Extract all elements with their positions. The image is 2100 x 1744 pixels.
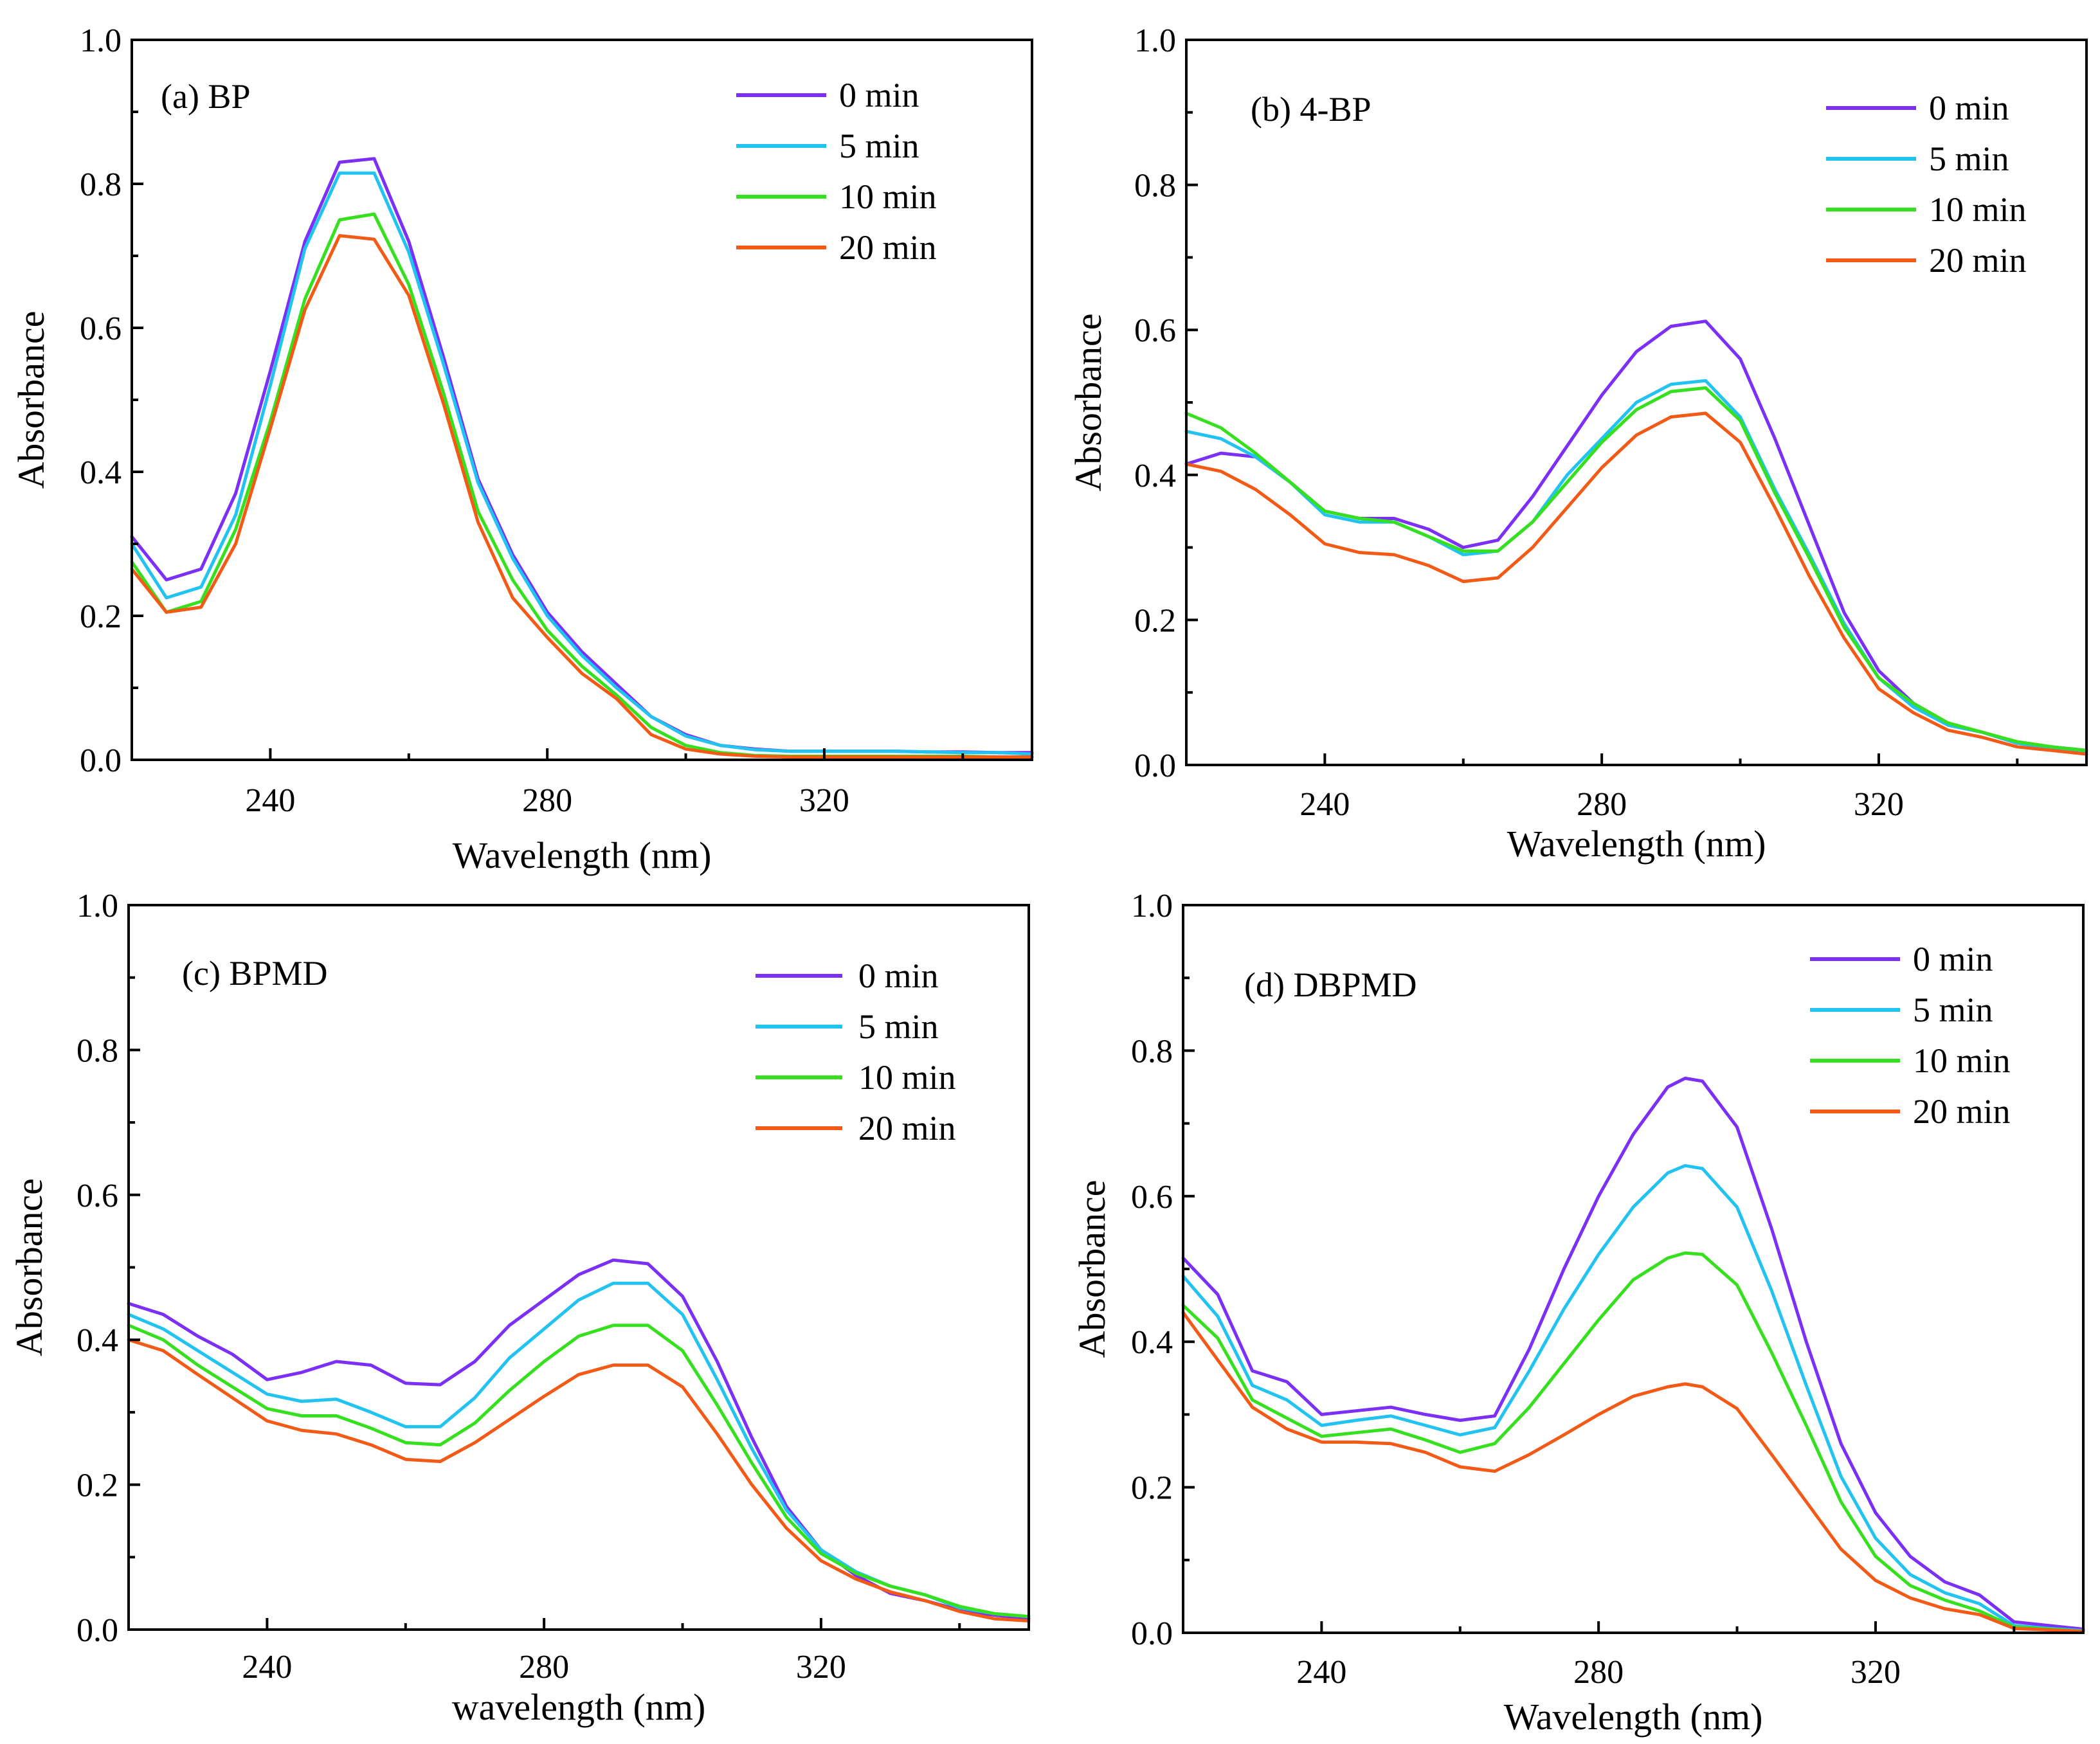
x-tick-label: 320 [1851, 1654, 1901, 1691]
y-tick-label: 0.6 [77, 1178, 118, 1214]
panel-title: (c) BPMD [182, 954, 328, 993]
x-axis-title: Wavelength (nm) [1507, 823, 1766, 865]
legend: 0 min 5 min 10 min 20 min [1810, 940, 2011, 1131]
legend-label: 5 min [839, 127, 919, 165]
legend-label: 0 min [1913, 940, 1993, 978]
legend: 0 min 5 min 10 min 20 min [736, 76, 937, 267]
series-line-0-min [1184, 319, 2088, 752]
y-tick-label: 0.6 [80, 310, 122, 347]
legend-label: 5 min [1913, 991, 1993, 1029]
legend-label: 20 min [858, 1109, 956, 1147]
y-axis-title: Absorbance [8, 1178, 50, 1356]
y-tick-label: 0.0 [1134, 748, 1176, 784]
x-tick-label: 320 [796, 1649, 846, 1686]
y-tick-label: 1.0 [1131, 888, 1173, 924]
legend-label: 0 min [858, 957, 939, 995]
y-tick-label: 0.2 [80, 598, 122, 635]
panel-title: (d) DBPMD [1244, 966, 1417, 1004]
panel-title: (a) BP [161, 77, 250, 116]
y-tick-label: 1.0 [77, 888, 118, 924]
chart-panel-2: 0.0 0.2 0.4 0.6 0.8 1.0 240 280 320 Wavelength (n… [1067, 22, 2088, 865]
series-line-10-min [130, 212, 1034, 759]
legend: 0 min 5 min 10 min 20 min [756, 957, 956, 1147]
x-tick-label: 320 [799, 782, 849, 819]
x-tick-label: 280 [1577, 786, 1627, 823]
series-line-20-min [1181, 1311, 2085, 1633]
legend-label: 10 min [858, 1058, 956, 1097]
legend-label: 10 min [839, 177, 937, 216]
y-tick-label: 0.8 [1134, 168, 1176, 204]
y-tick-label: 0.2 [77, 1468, 118, 1504]
x-tick-label: 280 [522, 782, 572, 819]
y-tick-label: 0.0 [77, 1612, 118, 1649]
y-tick-label: 0.8 [1131, 1033, 1173, 1070]
legend-label: 5 min [858, 1007, 939, 1046]
legend-label: 20 min [1913, 1092, 2011, 1131]
x-tick-label: 280 [1573, 1654, 1624, 1691]
x-tick-label: 320 [1854, 786, 1904, 823]
x-axis-title: Wavelength (nm) [453, 834, 712, 876]
legend-label: 20 min [1929, 241, 2027, 280]
legend-label: 20 min [839, 228, 937, 267]
x-axis-title: Wavelength (nm) [1504, 1696, 1763, 1738]
x-tick-label: 280 [519, 1649, 569, 1686]
series-line-5-min [1181, 1164, 2085, 1633]
y-tick-label: 0.4 [80, 454, 122, 491]
series-line-5-min [1184, 379, 2088, 754]
y-tick-label: 0.4 [1134, 458, 1176, 494]
y-tick-label: 0.4 [1131, 1324, 1173, 1361]
chart-panel-3: 0.0 0.2 0.4 0.6 0.8 1.0 240 280 320 wavelength (n… [8, 888, 1031, 1728]
legend-label: 10 min [1913, 1041, 2011, 1080]
y-tick-label: 0.6 [1131, 1179, 1173, 1216]
y-tick-label: 0.8 [80, 166, 122, 203]
series-line-20-min [127, 1338, 1031, 1623]
series-line-20-min [130, 234, 1034, 759]
series-line-5-min [127, 1281, 1031, 1619]
legend-label: 10 min [1929, 190, 2027, 229]
chart-panel-4: 0.0 0.2 0.4 0.6 0.8 1.0 240 280 320 Wavelength (n… [1071, 888, 2085, 1738]
y-tick-label: 0.0 [80, 742, 122, 779]
chart-panel-1: 0.0 0.2 0.4 0.6 0.8 1.0 240 280 320 Wavelength (n… [10, 22, 1034, 876]
y-tick-label: 0.0 [1131, 1615, 1173, 1652]
series-line-20-min [1184, 411, 2088, 756]
x-tick-label: 240 [242, 1649, 292, 1686]
series-line-0-min [1181, 1076, 2085, 1631]
y-axis-title: Absorbance [1071, 1180, 1113, 1358]
y-axis-title: Absorbance [1067, 313, 1109, 491]
legend: 0 min 5 min 10 min 20 min [1826, 89, 2027, 280]
x-tick-label: 240 [245, 782, 295, 819]
y-tick-label: 0.2 [1134, 602, 1176, 639]
y-tick-label: 0.4 [77, 1322, 118, 1359]
y-tick-label: 1.0 [1134, 22, 1176, 59]
series-line-10-min [1184, 386, 2088, 752]
series-line-10-min [1181, 1251, 2085, 1633]
x-tick-label: 240 [1296, 1654, 1346, 1691]
legend-label: 5 min [1929, 139, 2009, 178]
panel-title: (b) 4-BP [1251, 90, 1371, 129]
series-line-10-min [127, 1324, 1031, 1619]
series-line-0-min [127, 1258, 1031, 1621]
series-line-5-min [130, 171, 1034, 756]
legend-label: 0 min [1929, 89, 2009, 127]
y-tick-label: 0.2 [1131, 1470, 1173, 1507]
x-axis-title: wavelength (nm) [452, 1686, 706, 1728]
y-tick-label: 1.0 [80, 22, 122, 59]
x-tick-label: 240 [1299, 786, 1350, 823]
y-tick-label: 0.6 [1134, 312, 1176, 349]
legend-label: 0 min [839, 76, 919, 114]
y-axis-title: Absorbance [10, 310, 52, 489]
y-tick-label: 0.8 [77, 1032, 118, 1069]
